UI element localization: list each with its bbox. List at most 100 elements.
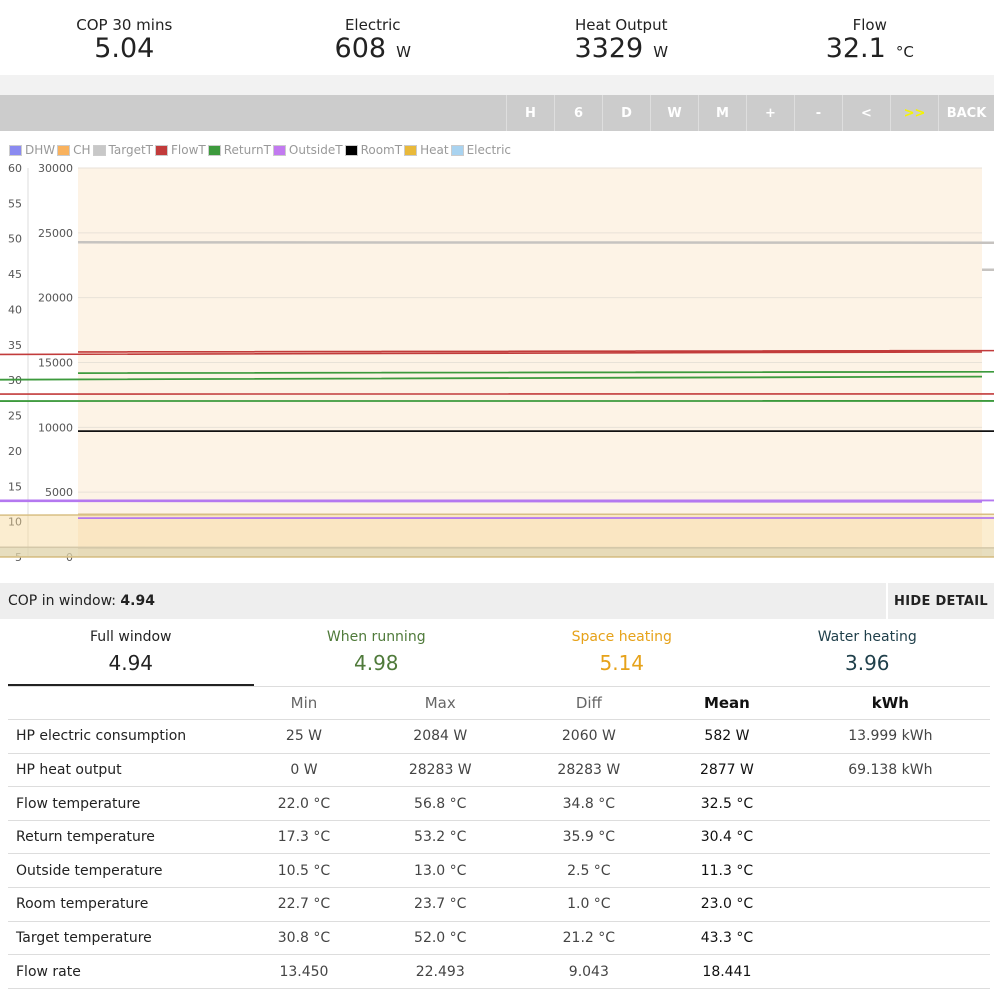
legend-item-ch[interactable]: CH [57,143,91,157]
chart[interactable]: 12:0014:0016:0018:0020:0022:0000:0002:00… [0,160,994,580]
legend-label: Electric [466,143,512,157]
tab-space-heating[interactable]: Space heating 5.14 [499,625,745,686]
legend-swatch [450,144,464,156]
cell: 13.999 kWh [790,719,990,754]
cell: 17.3 °C [242,820,366,855]
table-row: Flow temperature 22.0 °C 56.8 °C 34.8 °C 32.… [8,786,990,821]
tab-water-heating[interactable]: Water heating 3.96 [745,625,991,686]
cop-tabs: Full window 4.94 When running 4.98 Space hea… [8,625,990,687]
y-left-tick-label: 15 [8,480,22,493]
tab-full-window[interactable]: Full window 4.94 [8,625,254,686]
legend-swatch [9,144,22,156]
column-header: kWh [790,686,990,721]
column-header: Diff [514,686,664,721]
cell: 582 W [663,719,791,754]
cell: 2877 W [663,753,791,788]
y-right-tick-label: 10000 [38,421,73,434]
cell: 52.0 °C [365,921,515,956]
legend-item-targett[interactable]: TargetT [92,143,154,157]
row-label: Outside temperature [8,853,242,889]
y-left-tick-label: 50 [8,233,22,246]
toolbar-button-prev[interactable]: < [842,95,890,131]
separator [0,75,994,95]
cell [790,921,990,956]
row-label: HP heat output [8,753,242,788]
y-left-tick-label: 30 [8,374,22,387]
legend-label: TargetT [108,143,154,157]
table-header-row: Min Max Diff Mean kWh [8,686,990,721]
y-left-tick-label: 60 [8,162,22,175]
y-left-tick-label: 20 [8,445,22,458]
stat-value: 32.1 [825,33,886,64]
y-left-tick-label: 55 [8,197,22,210]
legend-item-flowt[interactable]: FlowT [155,143,206,157]
cell: 10.5 °C [242,853,366,889]
cell [790,954,990,989]
y-left-tick-label: 40 [8,303,22,316]
table-row: Flow rate 13.450 22.493 9.043 18.441 [8,954,990,989]
cell: 13.0 °C [365,853,515,889]
y-right-tick-label: 30000 [38,162,73,175]
cell: 23.0 °C [663,887,791,922]
time-toolbar: H 6 D W M + - < >> BACK [0,95,994,131]
legend-item-roomt[interactable]: RoomT [344,143,402,157]
legend-item-returnt[interactable]: ReturnT [207,143,271,157]
toolbar-button-m[interactable]: M [698,95,746,131]
y-left-tick-label: 10 [8,516,22,529]
y-left-tick-label: 25 [8,410,22,423]
y-right-tick-label: 20000 [38,292,73,305]
cell: 53.2 °C [365,820,515,855]
toolbar-button-zoom-in[interactable]: + [746,95,794,131]
tab-value: 5.14 [599,651,645,675]
cop-window-bar: COP in window: 4.94 HIDE DETAIL [0,583,994,619]
cell: 2.5 °C [514,853,664,889]
table-row: Target temperature 30.8 °C 52.0 °C 21.2 °C 4… [8,921,990,956]
cell: 34.8 °C [514,786,664,821]
cell: 32.5 °C [663,786,791,821]
table-row: HP heat output 0 W 28283 W 28283 W 2877 W 69.… [8,753,990,788]
row-label: Flow temperature [8,786,242,821]
legend-item-heat[interactable]: Heat [404,143,449,157]
legend-swatch [404,144,418,156]
legend-label: ReturnT [223,143,271,157]
legend-item-electric[interactable]: Electric [450,143,512,157]
cell: 35.9 °C [514,820,664,855]
legend-label: FlowT [171,143,206,157]
toolbar-button-h[interactable]: H [506,95,554,131]
toolbar-button-back[interactable]: BACK [938,95,994,131]
legend-item-dhw[interactable]: DHW [9,143,55,157]
hide-detail-button[interactable]: HIDE DETAIL [886,583,994,619]
tab-label: Space heating [571,629,672,645]
cop-window-label: COP in window: [8,593,116,609]
legend-swatch [92,144,106,156]
toolbar-button-nextnext[interactable]: >> [890,95,938,131]
legend-label: OutsideT [288,143,343,157]
toolbar-button-6[interactable]: 6 [554,95,602,131]
table-row: Return temperature 17.3 °C 53.2 °C 35.9 °C 3… [8,820,990,855]
cell: 0 W [242,753,366,788]
tab-when-running[interactable]: When running 4.98 [254,625,500,686]
cell: 18.441 [663,954,791,989]
y-left-tick-label: 35 [8,339,22,352]
column-header: Min [242,686,366,721]
cell: 69.138 kWh [790,753,990,788]
toolbar-button-w[interactable]: W [650,95,698,131]
legend-label: DHW [25,143,56,157]
cell: 30.4 °C [663,820,791,855]
tab-value: 4.94 [108,651,154,675]
stat-heat-output: Heat Output 3329 W [497,0,746,75]
column-header [8,686,242,721]
stat-unit: W [653,43,669,61]
row-label: Room temperature [8,887,242,922]
tab-label: Water heating [817,629,917,645]
column-header: Max [365,686,515,721]
toolbar-button-d[interactable]: D [602,95,650,131]
legend-item-outsidet[interactable]: OutsideT [272,143,343,157]
cell: 22.7 °C [242,887,366,922]
cell: 22.0 °C [242,786,366,821]
toolbar-button-zoom-out[interactable]: - [794,95,842,131]
cell: 43.3 °C [663,921,791,956]
cell: 11.3 °C [663,853,791,889]
series-area-heat [0,514,994,557]
stat-unit: W [396,43,411,61]
